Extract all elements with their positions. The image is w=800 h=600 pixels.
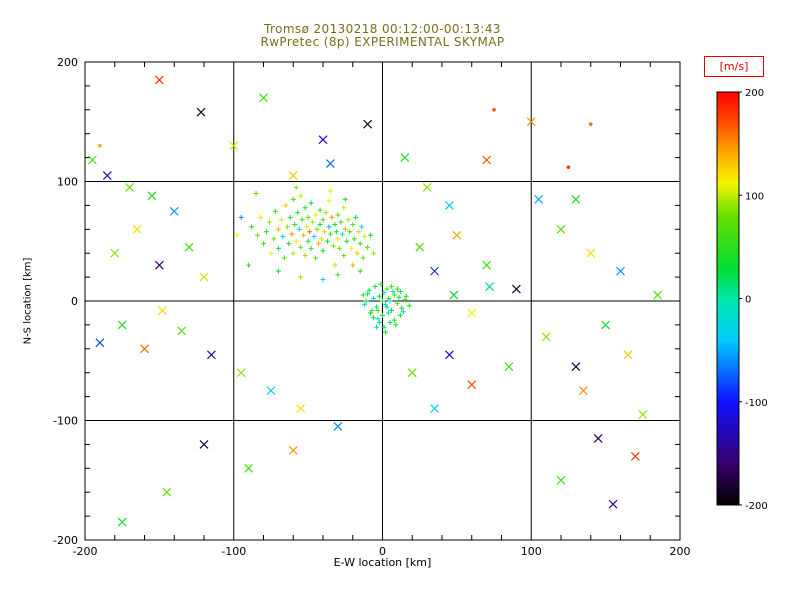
colorbar-tick-label: -200 [745, 501, 768, 512]
x-tick-label: 200 [670, 545, 691, 558]
y-tick-label: 200 [57, 56, 78, 69]
y-tick-label: -100 [53, 415, 78, 428]
y-tick-labels: -200 -100 0 100 200 [53, 56, 78, 547]
y-tick-label: 100 [57, 176, 78, 189]
x-tick-labels: -200 -100 0 100 200 [73, 545, 691, 558]
colorbar-tick-label: -100 [745, 398, 768, 409]
colorbar-tick-label: 100 [745, 191, 764, 202]
minor-ticks [85, 62, 680, 540]
colorbar-tick-label: 200 [745, 88, 764, 99]
scatter-points [88, 75, 663, 527]
x-tick-label: -200 [73, 545, 98, 558]
x-tick-label: -100 [221, 545, 246, 558]
y-tick-label: 0 [71, 295, 78, 308]
y-axis-label: N-S location [km] [22, 257, 34, 345]
plot-title: Tromsø 20130218 00:12:00-00:13:43 [264, 22, 501, 36]
plot-box [84, 61, 681, 541]
x-tick-label: 100 [521, 545, 542, 558]
colorbar-tick-label: 0 [745, 295, 751, 306]
x-axis-label: E-W location [km] [333, 556, 432, 569]
plot-subtitle: RwPretec (8p) EXPERIMENTAL SKYMAP [260, 35, 505, 49]
colorbar-tick-labels: 200 100 0 -100 -200 [739, 88, 768, 512]
x-tick-label: 0 [379, 545, 386, 558]
colorbar-units-label: [m/s] [704, 56, 764, 77]
y-tick-label: -200 [53, 534, 78, 547]
colorbar [716, 91, 740, 506]
